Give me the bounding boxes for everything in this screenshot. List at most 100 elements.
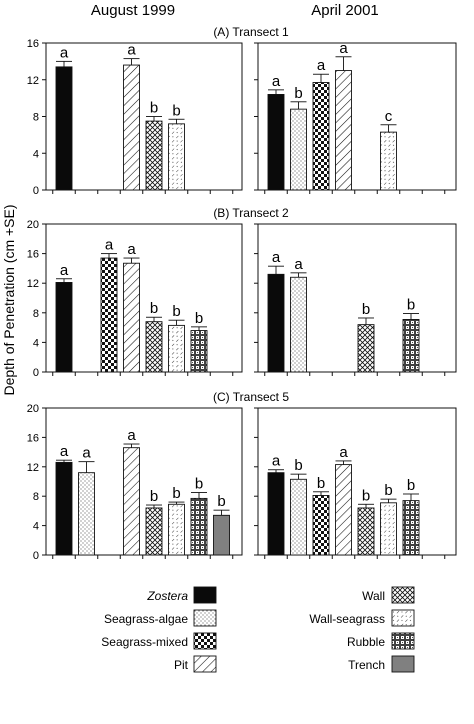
panel-3-right-bar-wall-seagrass [380,502,397,556]
panel-1-right-bar-seagrass-mixed [312,82,330,191]
panel-2-left-letter-seagrass-mixed: a [105,237,114,254]
panel-1-left-letter-zostera: a [60,44,69,61]
panel-3-left-ytick-label: 12 [27,462,39,474]
column-title-right: April 2001 [311,2,379,19]
panel-1-left-frame [45,42,243,191]
panel-3-right-bar-rubble [402,500,420,556]
legend-swatch-pit [193,655,217,673]
panel-2-left-letter-rubble: b [195,310,203,327]
panel-1-left-letter-wall-seagrass: b [172,102,180,119]
panel-3-right-letter-wall-seagrass: b [384,482,392,499]
panel-3-left-bar-pit [123,447,140,556]
panel-2-right: a a b b [254,223,457,376]
panel-2-left-ytick-label: 12 [27,278,39,290]
panel-2-left-ytick-label: 20 [27,219,39,231]
legend-label-pit: Pit [174,658,189,672]
panel-2-left-bar-pit [123,262,140,373]
panel-1-right-letter-seagrass-mixed: a [317,57,326,74]
panel-1-left-ytick-label: 8 [33,112,39,124]
panel-1-left-bar-pit [123,64,140,191]
panel-3-left-bar-wall [145,507,163,556]
panel-1-right-bar-pit [335,70,352,191]
panel-2-right-bar-rubble [402,319,420,373]
panel-3-right-letter-rubble: b [407,477,415,494]
panel-3-left-ytick-label: 0 [33,550,39,562]
panel-1-left-letter-pit: a [127,42,136,59]
panel-3-right-frame [257,407,457,556]
panel-2-right-frame [257,223,457,373]
panel-1-right-frame [257,42,457,191]
panel-3-left-letter-trench: b [217,493,225,510]
panel-3-right-bar-seagrass-mixed [312,495,330,556]
panel-3-left-letter-pit: a [127,427,136,444]
panel-3-left-letter-wall-seagrass: b [172,485,180,502]
panel-3-left-ytick-label: 8 [33,491,39,503]
column-title-left: August 1999 [91,2,175,19]
legend-label-trench: Trench [348,658,385,672]
legend-swatch-seagrass-mixed [193,632,217,650]
legend-label-rubble: Rubble [347,635,385,649]
panel-2-right-bar-wall [357,324,375,373]
panel-1-left: 0 4 8 12 16 a a b b [27,38,243,197]
panel-1-right-letter-wall-seagrass: c [385,108,393,125]
legend-swatch-trench [391,655,415,673]
panel-2-left-ytick-label: 0 [33,367,39,379]
row-title-2: (B) Transect 2 [213,206,289,220]
panel-3-left-letter-rubble: b [195,476,203,493]
panel-1-right-bar-seagrass-algae [290,108,307,191]
panel-2-left-letter-pit: a [127,241,136,258]
panel-2-left-ytick-label: 8 [33,308,39,320]
panel-3-left-ytick-label: 4 [33,521,39,533]
panel-2-left-bar-seagrass-mixed [100,257,118,373]
legend-label-wall: Wall [362,589,385,603]
panel-1-right-letter-pit: a [339,40,348,57]
panel-1-left-ytick-label: 12 [27,75,39,87]
panel-3-right-letter-seagrass-algae: b [294,457,302,474]
panel-1-left-ytick-label: 4 [33,148,39,160]
legend: Zostera Seagrass-algae Seagrass-mixed Pit Wa… [101,586,415,673]
panel-2-left-ytick-label: 16 [27,249,39,261]
panel-3-right-letter-pit: a [339,444,348,461]
panel-2-left-letter-wall: b [150,300,158,317]
panel-1-right-bar-zostera [267,93,285,191]
panel-2-right-letter-rubble: b [407,297,415,314]
panel-3-right-letter-seagrass-mixed: b [317,475,325,492]
panel-3-left-letter-wall: b [150,488,158,505]
panel-3-left-letter-zostera: a [60,443,69,460]
legend-label-zostera: Zostera [146,589,188,603]
panel-3-left-bar-trench [213,514,230,556]
panel-2-right-letter-wall: b [362,301,370,318]
panel-2-right-bar-zostera [267,273,285,373]
legend-swatch-wall [391,586,415,604]
panel-3-right-bar-zostera [267,472,285,556]
panel-3-left-bar-zostera [55,461,73,556]
panel-3-right-letter-wall: b [362,487,370,504]
legend-swatch-zostera [193,586,217,604]
panel-1-left-ytick-label: 0 [33,185,39,197]
panel-2-right-letter-zostera: a [272,249,281,266]
panel-1-left-bar-wall [145,120,163,191]
panel-3-right-letter-zostera: a [272,453,281,470]
panel-3-right-bar-pit [335,464,352,556]
panel-2-left-letter-wall-seagrass: b [172,303,180,320]
panel-2-left-bar-wall-seagrass [168,324,185,373]
panel-3-left-ytick-label: 16 [27,432,39,444]
legend-label-wall-seagrass: Wall-seagrass [309,612,385,626]
panel-1-left-bar-zostera [55,66,73,191]
legend-label-seagrass-mixed: Seagrass-mixed [101,635,188,649]
panel-3-left-bar-rubble [190,497,208,556]
panel-3-left-letter-seagrass-algae: a [82,445,91,462]
panel-3-left-bar-seagrass-algae [78,472,95,556]
panel-3-right-bar-wall [357,507,375,556]
panel-3-left-ytick-label: 20 [27,403,39,415]
panel-2-left-bar-wall [145,321,163,373]
panel-2-right-letter-seagrass-algae: a [294,256,303,273]
panel-1-right-letter-seagrass-algae: b [294,85,302,102]
panel-2-right-bar-seagrass-algae [290,276,307,373]
legend-swatch-rubble [391,632,415,650]
legend-label-seagrass-algae: Seagrass-algae [104,612,188,626]
